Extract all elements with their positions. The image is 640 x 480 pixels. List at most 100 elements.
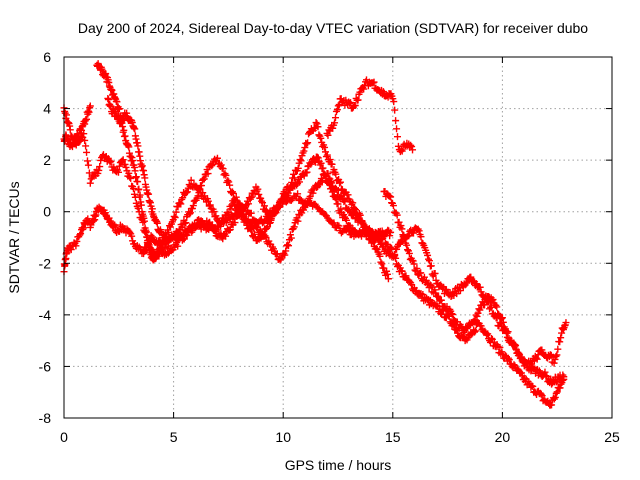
data-point — [314, 154, 322, 162]
data-point — [552, 352, 560, 360]
data-point — [196, 185, 204, 193]
data-point — [72, 242, 80, 250]
data-point — [562, 319, 570, 327]
data-point — [334, 200, 342, 208]
data-point — [504, 328, 512, 336]
data-point — [511, 341, 519, 349]
data-point — [448, 310, 456, 318]
data-point — [550, 395, 558, 403]
data-point — [290, 174, 298, 182]
data-point — [285, 242, 293, 250]
data-point — [267, 215, 275, 223]
data-point — [384, 275, 392, 283]
data-point — [393, 245, 401, 253]
x-tick-label: 20 — [495, 429, 511, 445]
data-point — [140, 217, 148, 225]
data-point — [321, 143, 329, 151]
data-point — [551, 393, 559, 401]
data-point — [475, 305, 483, 313]
data-point — [328, 188, 336, 196]
x-tick-label: 5 — [170, 429, 178, 445]
data-point — [279, 197, 287, 205]
data-point — [492, 301, 500, 309]
data-point — [287, 234, 295, 242]
y-tick-label: 4 — [43, 101, 51, 117]
data-point — [528, 360, 536, 368]
data-point — [172, 208, 180, 216]
data-point — [118, 157, 126, 165]
data-point — [337, 205, 345, 213]
data-point — [226, 181, 234, 189]
data-point — [212, 212, 220, 220]
data-point — [135, 185, 143, 193]
data-point — [409, 146, 417, 154]
data-point — [131, 167, 139, 175]
data-point — [139, 218, 147, 226]
data-point — [125, 169, 133, 177]
data-point — [390, 253, 398, 261]
data-point — [260, 230, 268, 238]
data-point — [313, 153, 321, 161]
data-point — [369, 79, 377, 87]
x-tick-label: 15 — [385, 429, 401, 445]
data-point — [321, 171, 329, 179]
data-point — [241, 216, 249, 224]
data-point — [510, 361, 518, 369]
data-point — [225, 209, 233, 217]
data-point — [309, 189, 317, 197]
data-point — [333, 106, 341, 114]
x-tick-label: 25 — [604, 429, 620, 445]
data-point — [208, 221, 216, 229]
data-point — [379, 88, 387, 96]
data-point — [314, 123, 322, 131]
data-point — [174, 242, 182, 250]
data-point — [115, 105, 123, 113]
y-tick-label: 2 — [43, 152, 51, 168]
data-point — [473, 312, 481, 320]
data-point — [297, 157, 305, 165]
data-point — [391, 252, 399, 260]
data-point — [432, 276, 440, 284]
data-point — [434, 292, 442, 300]
data-point — [393, 211, 401, 219]
data-point — [179, 194, 187, 202]
data-point — [326, 156, 334, 164]
data-point — [376, 252, 384, 260]
data-point — [187, 176, 195, 184]
data-point — [417, 269, 425, 277]
data-point — [558, 376, 566, 384]
y-tick-label: 6 — [43, 49, 51, 65]
data-point — [556, 338, 564, 346]
data-point — [404, 246, 412, 254]
data-point — [217, 222, 225, 230]
data-point — [356, 88, 364, 96]
data-point — [187, 209, 195, 217]
data-point — [351, 102, 359, 110]
data-point — [222, 171, 230, 179]
data-point — [303, 140, 311, 148]
data-point — [107, 157, 115, 165]
data-point — [399, 231, 407, 239]
data-point — [328, 160, 336, 168]
data-point — [114, 168, 122, 176]
data-point — [281, 251, 289, 259]
data-point — [247, 209, 255, 217]
data-point — [96, 163, 104, 171]
data-point — [467, 273, 475, 281]
data-point — [471, 328, 479, 336]
data-point — [334, 102, 342, 110]
data-point — [354, 96, 362, 104]
data-point — [410, 260, 418, 268]
data-point — [136, 191, 144, 199]
data-point — [337, 178, 345, 186]
data-point — [556, 384, 564, 392]
data-point — [76, 137, 84, 145]
data-point — [548, 401, 556, 409]
data-point — [153, 219, 161, 227]
data-point — [388, 244, 396, 252]
data-point — [489, 296, 497, 304]
data-point — [493, 303, 501, 311]
data-point — [437, 296, 445, 304]
data-point — [86, 102, 94, 110]
data-point — [387, 193, 395, 201]
